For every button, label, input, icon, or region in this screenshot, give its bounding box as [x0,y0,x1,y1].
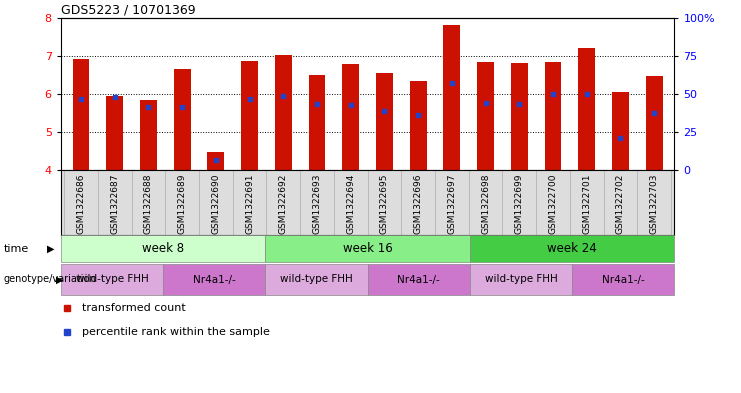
Bar [275,55,292,170]
Bar [410,81,427,170]
Text: GSM1322696: GSM1322696 [413,173,422,234]
Text: GSM1322701: GSM1322701 [582,173,591,234]
Bar [443,25,460,170]
Bar [477,62,494,170]
Text: GSM1322692: GSM1322692 [279,173,288,233]
Text: GSM1322690: GSM1322690 [211,173,220,234]
Text: GSM1322698: GSM1322698 [481,173,490,234]
Text: week 24: week 24 [547,242,597,255]
Bar [368,264,470,295]
Bar [470,235,674,262]
Text: GSM1322687: GSM1322687 [110,173,119,234]
Text: GSM1322697: GSM1322697 [448,173,456,234]
Text: ▶: ▶ [47,244,54,253]
Text: GSM1322699: GSM1322699 [515,173,524,234]
Bar [61,235,265,262]
Bar [511,63,528,170]
Text: Nr4a1-/-: Nr4a1-/- [193,274,236,285]
Text: GSM1322695: GSM1322695 [380,173,389,234]
Text: ▶: ▶ [56,274,63,285]
Text: wild-type FHH: wild-type FHH [485,274,557,285]
Bar [612,92,629,170]
Text: Nr4a1-/-: Nr4a1-/- [397,274,440,285]
Bar [265,264,368,295]
Bar [470,264,572,295]
Bar [645,76,662,170]
Text: week 16: week 16 [342,242,393,255]
Text: GSM1322688: GSM1322688 [144,173,153,234]
Bar [545,62,562,170]
Bar [308,75,325,170]
Bar [61,264,163,295]
Bar [73,59,90,170]
Text: GSM1322694: GSM1322694 [346,173,355,233]
Bar [173,68,190,170]
Text: Nr4a1-/-: Nr4a1-/- [602,274,645,285]
Bar [342,64,359,170]
Text: GSM1322700: GSM1322700 [548,173,557,234]
Text: GSM1322689: GSM1322689 [178,173,187,234]
Text: week 8: week 8 [142,242,184,255]
Bar [106,96,123,170]
Text: genotype/variation: genotype/variation [4,274,96,285]
Bar [376,73,393,170]
Text: time: time [4,244,29,253]
Text: GSM1322702: GSM1322702 [616,173,625,233]
Text: GSM1322693: GSM1322693 [313,173,322,234]
Bar [207,152,225,170]
Bar [578,48,595,170]
Bar [163,264,265,295]
Bar [572,264,674,295]
Text: transformed count: transformed count [82,303,186,313]
Text: wild-type FHH: wild-type FHH [280,274,353,285]
Text: GSM1322703: GSM1322703 [650,173,659,234]
Text: percentile rank within the sample: percentile rank within the sample [82,327,270,337]
Text: wild-type FHH: wild-type FHH [76,274,148,285]
Bar [241,61,258,170]
Text: GSM1322691: GSM1322691 [245,173,254,234]
Bar [140,100,157,170]
Text: GDS5223 / 10701369: GDS5223 / 10701369 [61,4,196,17]
Text: GSM1322686: GSM1322686 [76,173,85,234]
Bar [265,235,470,262]
